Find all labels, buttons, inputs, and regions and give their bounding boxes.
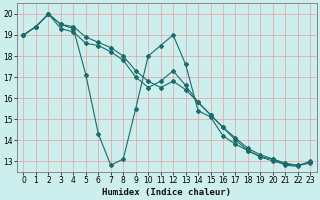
X-axis label: Humidex (Indice chaleur): Humidex (Indice chaleur)	[102, 188, 231, 197]
